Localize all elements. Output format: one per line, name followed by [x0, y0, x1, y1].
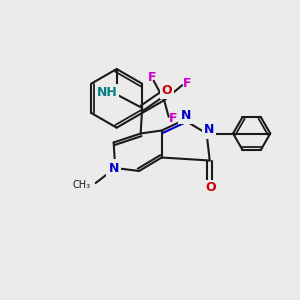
Text: F: F	[148, 70, 156, 84]
Text: N: N	[109, 161, 119, 175]
Text: F: F	[182, 77, 191, 90]
Text: O: O	[162, 84, 172, 98]
Text: F: F	[169, 112, 177, 125]
Text: CH₃: CH₃	[72, 179, 90, 190]
Text: N: N	[181, 109, 191, 122]
Text: NH: NH	[97, 85, 118, 99]
Text: O: O	[206, 181, 217, 194]
Text: N: N	[204, 123, 214, 136]
